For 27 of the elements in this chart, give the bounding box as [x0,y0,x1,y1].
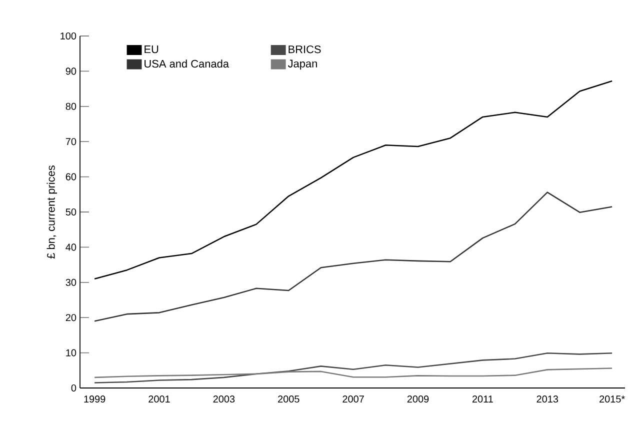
line-series [94,80,613,280]
y-tick-label: 50 [66,208,76,216]
x-tick-label: 2007 [342,396,364,403]
y-axis-title: £ bn, current prices [46,166,57,259]
legend-label: EU [144,46,158,54]
x-tick-label: 2001 [148,396,170,403]
legend-label: USA and Canada [144,60,229,68]
legend-label: Japan [288,60,317,70]
y-tick-label: 40 [66,244,76,251]
x-tick-label: 2005 [278,396,300,403]
y-tick-label: 100 [60,32,76,40]
line-series [94,192,613,322]
y-tick-label: 60 [66,173,76,180]
x-tick-label: 2015* [600,396,625,403]
legend-label: BRICS [288,45,321,54]
x-tick-label: 2003 [213,396,235,403]
y-tick-label: 90 [66,68,76,75]
x-tick-label: 2009 [407,396,429,403]
x-tick-label: 2013 [536,396,558,403]
x-tick-label: 1999 [84,396,106,403]
x-tick-label: 2011 [472,396,493,403]
y-tick-label: 30 [66,278,76,286]
y-tick-label: 70 [66,138,76,146]
y-tick-label: 10 [66,349,76,356]
y-tick-label: 0 [71,384,76,392]
y-tick-label: 80 [66,102,76,110]
y-tick-label: 20 [66,314,76,322]
